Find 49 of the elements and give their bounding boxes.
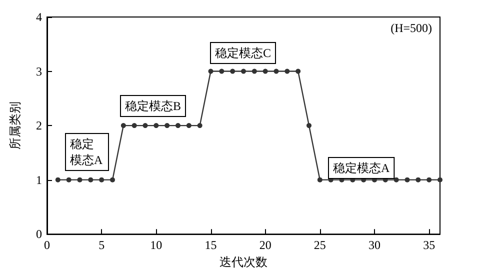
point <box>404 177 410 182</box>
point <box>142 123 148 128</box>
point <box>132 123 137 128</box>
point <box>77 177 82 182</box>
point <box>274 68 279 74</box>
y-tick-label: 3 <box>36 64 42 78</box>
point <box>88 177 94 182</box>
point <box>284 68 290 74</box>
point <box>438 177 442 182</box>
x-tick-label: 5 <box>98 238 105 252</box>
x-tick-label: 15 <box>204 238 217 252</box>
point <box>164 123 170 128</box>
point <box>110 177 115 182</box>
point <box>230 68 236 74</box>
point <box>317 177 322 182</box>
annotation: (H=500) <box>390 21 432 35</box>
point <box>197 123 202 128</box>
point <box>120 123 126 128</box>
point <box>219 68 224 74</box>
point <box>416 177 421 182</box>
y-axis-title: 所属类别 <box>8 102 22 150</box>
point <box>66 177 72 182</box>
point <box>296 68 301 74</box>
x-tick-label: 10 <box>150 238 162 252</box>
point <box>154 123 159 128</box>
point <box>208 68 214 74</box>
point <box>186 123 192 128</box>
point <box>176 123 180 128</box>
annotation: 稳定模态B <box>125 99 182 113</box>
annotation: 稳定模态C <box>215 46 272 60</box>
x-tick-label: 30 <box>368 238 380 252</box>
annotation: 稳定模态A <box>70 137 103 167</box>
point <box>55 177 60 182</box>
x-tick-label: 20 <box>259 238 272 252</box>
point <box>252 68 257 74</box>
point <box>241 68 246 74</box>
point <box>262 68 268 74</box>
y-tick-label: 2 <box>36 118 42 133</box>
x-tick-label: 35 <box>423 238 436 252</box>
y-tick-label: 0 <box>36 227 42 242</box>
x-tick-label: 25 <box>314 238 326 252</box>
x-axis-title: 迭代次数 <box>220 255 268 269</box>
point <box>426 177 432 182</box>
point <box>394 177 399 182</box>
point <box>99 177 104 182</box>
y-tick-label: 1 <box>36 172 42 187</box>
y-tick-label: 4 <box>36 10 42 24</box>
point <box>306 123 312 128</box>
annotation: 稳定模态A <box>333 161 390 175</box>
